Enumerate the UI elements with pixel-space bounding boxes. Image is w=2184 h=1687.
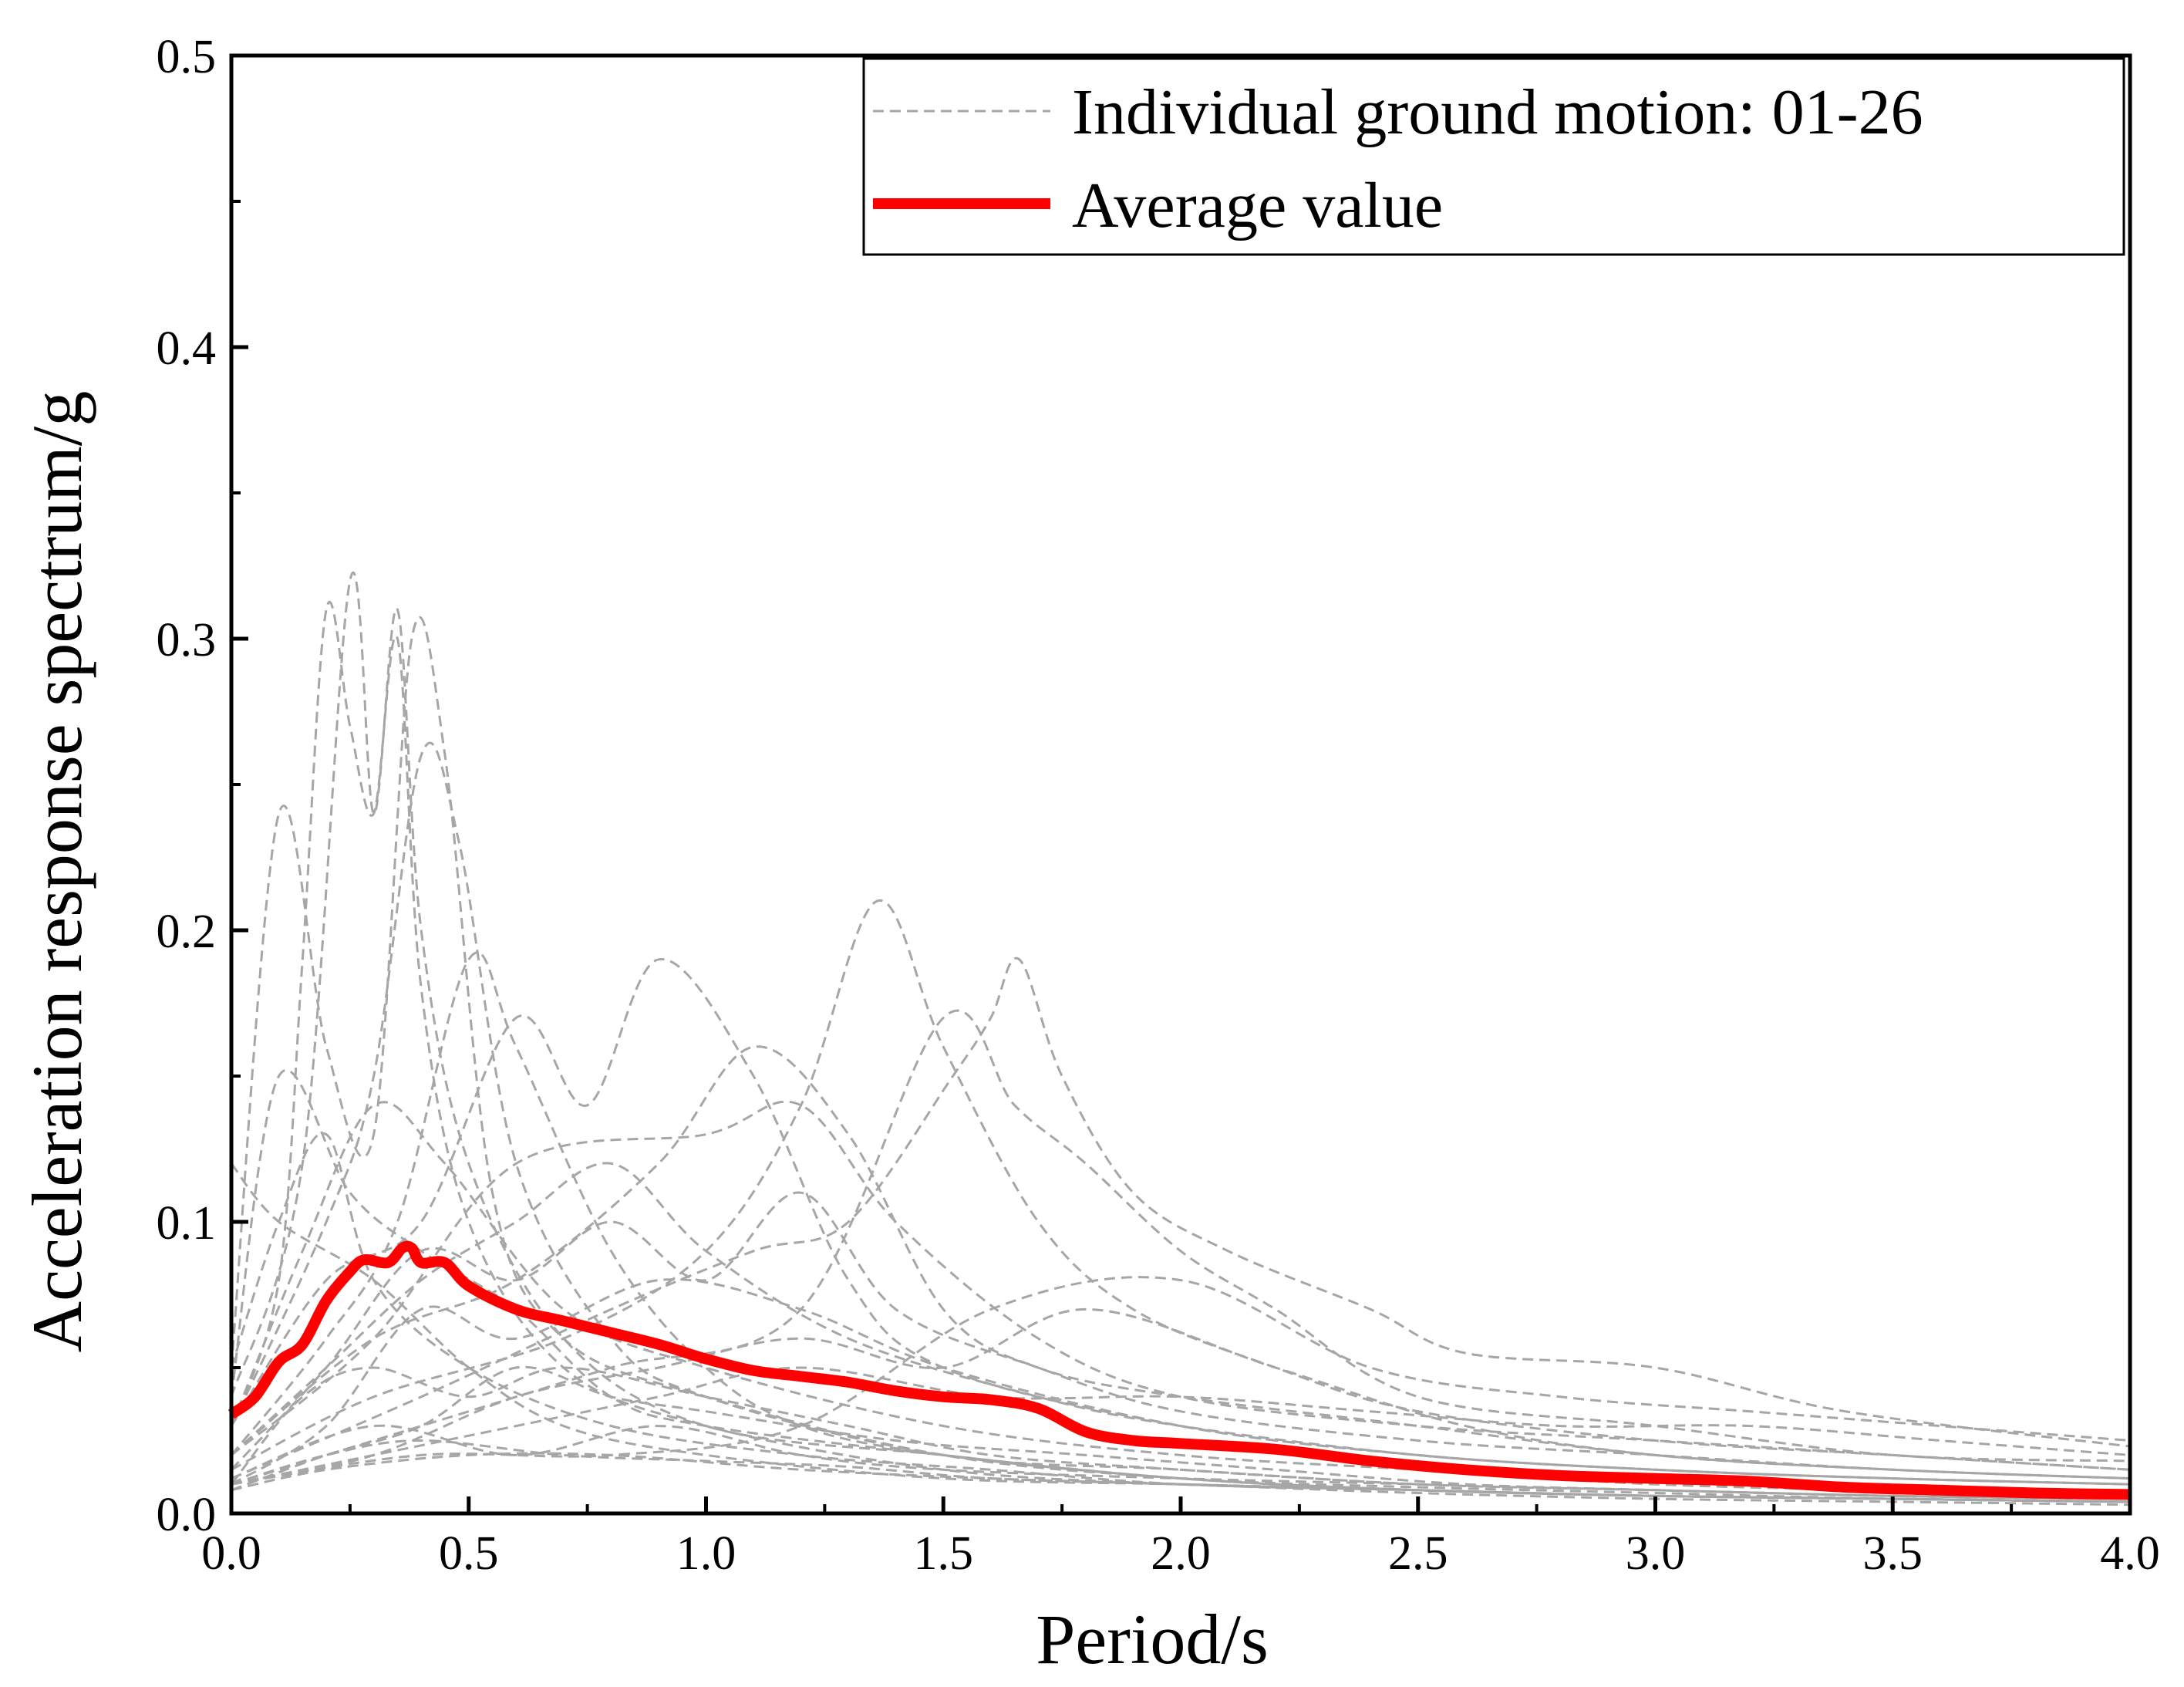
x-tick-label: 0.5 [439, 1527, 499, 1580]
individual-series-line-21 [230, 1162, 2131, 1486]
individual-series-line-22 [231, 1366, 2131, 1486]
y-tick-label: 0.2 [157, 906, 217, 958]
individual-series-line-2 [230, 571, 2131, 1503]
legend-individual-label: Individual ground motion: 01-26 [1072, 76, 1923, 148]
y-axis-title: Acceleration response spectrum/g [18, 391, 96, 1353]
individual-series-line-11 [231, 1100, 2131, 1471]
plot-frame [229, 53, 2132, 1516]
y-tick-label: 0.1 [157, 1197, 217, 1250]
x-tick-label: 4.0 [2100, 1527, 2160, 1580]
x-tick-label: 1.0 [676, 1527, 736, 1580]
individual-lines [230, 571, 2131, 1506]
y-tick-label: 0.3 [157, 614, 217, 666]
individual-series-line-9 [231, 957, 2131, 1479]
individual-series-line-7 [231, 1045, 2131, 1480]
individual-series-line-25 [230, 1162, 2131, 1503]
individual-series-line-24 [231, 1452, 2131, 1503]
individual-series-line-20 [230, 1101, 2131, 1494]
individual-series-line-10 [231, 1009, 2131, 1486]
x-tick-label: 1.5 [914, 1527, 974, 1580]
average-line [228, 1240, 2131, 1500]
x-tick-label: 0.0 [201, 1527, 261, 1580]
individual-series-line-3 [230, 616, 2131, 1503]
legend-box [862, 57, 2125, 256]
y-tick-label: 0.5 [157, 31, 217, 83]
y-tick-label: 0.0 [157, 1489, 217, 1541]
x-axis-title: Period/s [1036, 1600, 1269, 1679]
individual-series-line-16 [231, 1424, 2131, 1500]
legend-average-label: Average value [1072, 170, 1443, 241]
legend: Individual ground motion: 01-26 Average … [862, 57, 2125, 256]
y-tick-label: 0.4 [157, 322, 217, 375]
y-ticks: 0.0 0.1 0.2 0.3 0.4 0.5 [157, 31, 248, 1541]
individual-series-line-26 [231, 1307, 2131, 1486]
individual-series-line-4 [230, 741, 2131, 1500]
x-tick-label: 3.0 [1626, 1527, 1686, 1580]
x-tick-label: 2.0 [1151, 1527, 1211, 1580]
x-tick-label: 2.5 [1388, 1527, 1448, 1580]
individual-series-line-12 [230, 1191, 2131, 1480]
average-series-line [228, 1240, 2131, 1500]
x-ticks: 0.0 0.5 1.0 1.5 2.0 2.5 3.0 3.5 4.0 [201, 1496, 2160, 1580]
individual-series-line-13 [231, 1278, 2131, 1486]
individual-series-line-23 [231, 1276, 2131, 1486]
x-tick-label: 3.5 [1863, 1527, 1923, 1580]
individual-series-line-19 [230, 1068, 2131, 1503]
individual-series-line-6 [230, 958, 2131, 1486]
individual-series-line-8 [231, 899, 2131, 1471]
